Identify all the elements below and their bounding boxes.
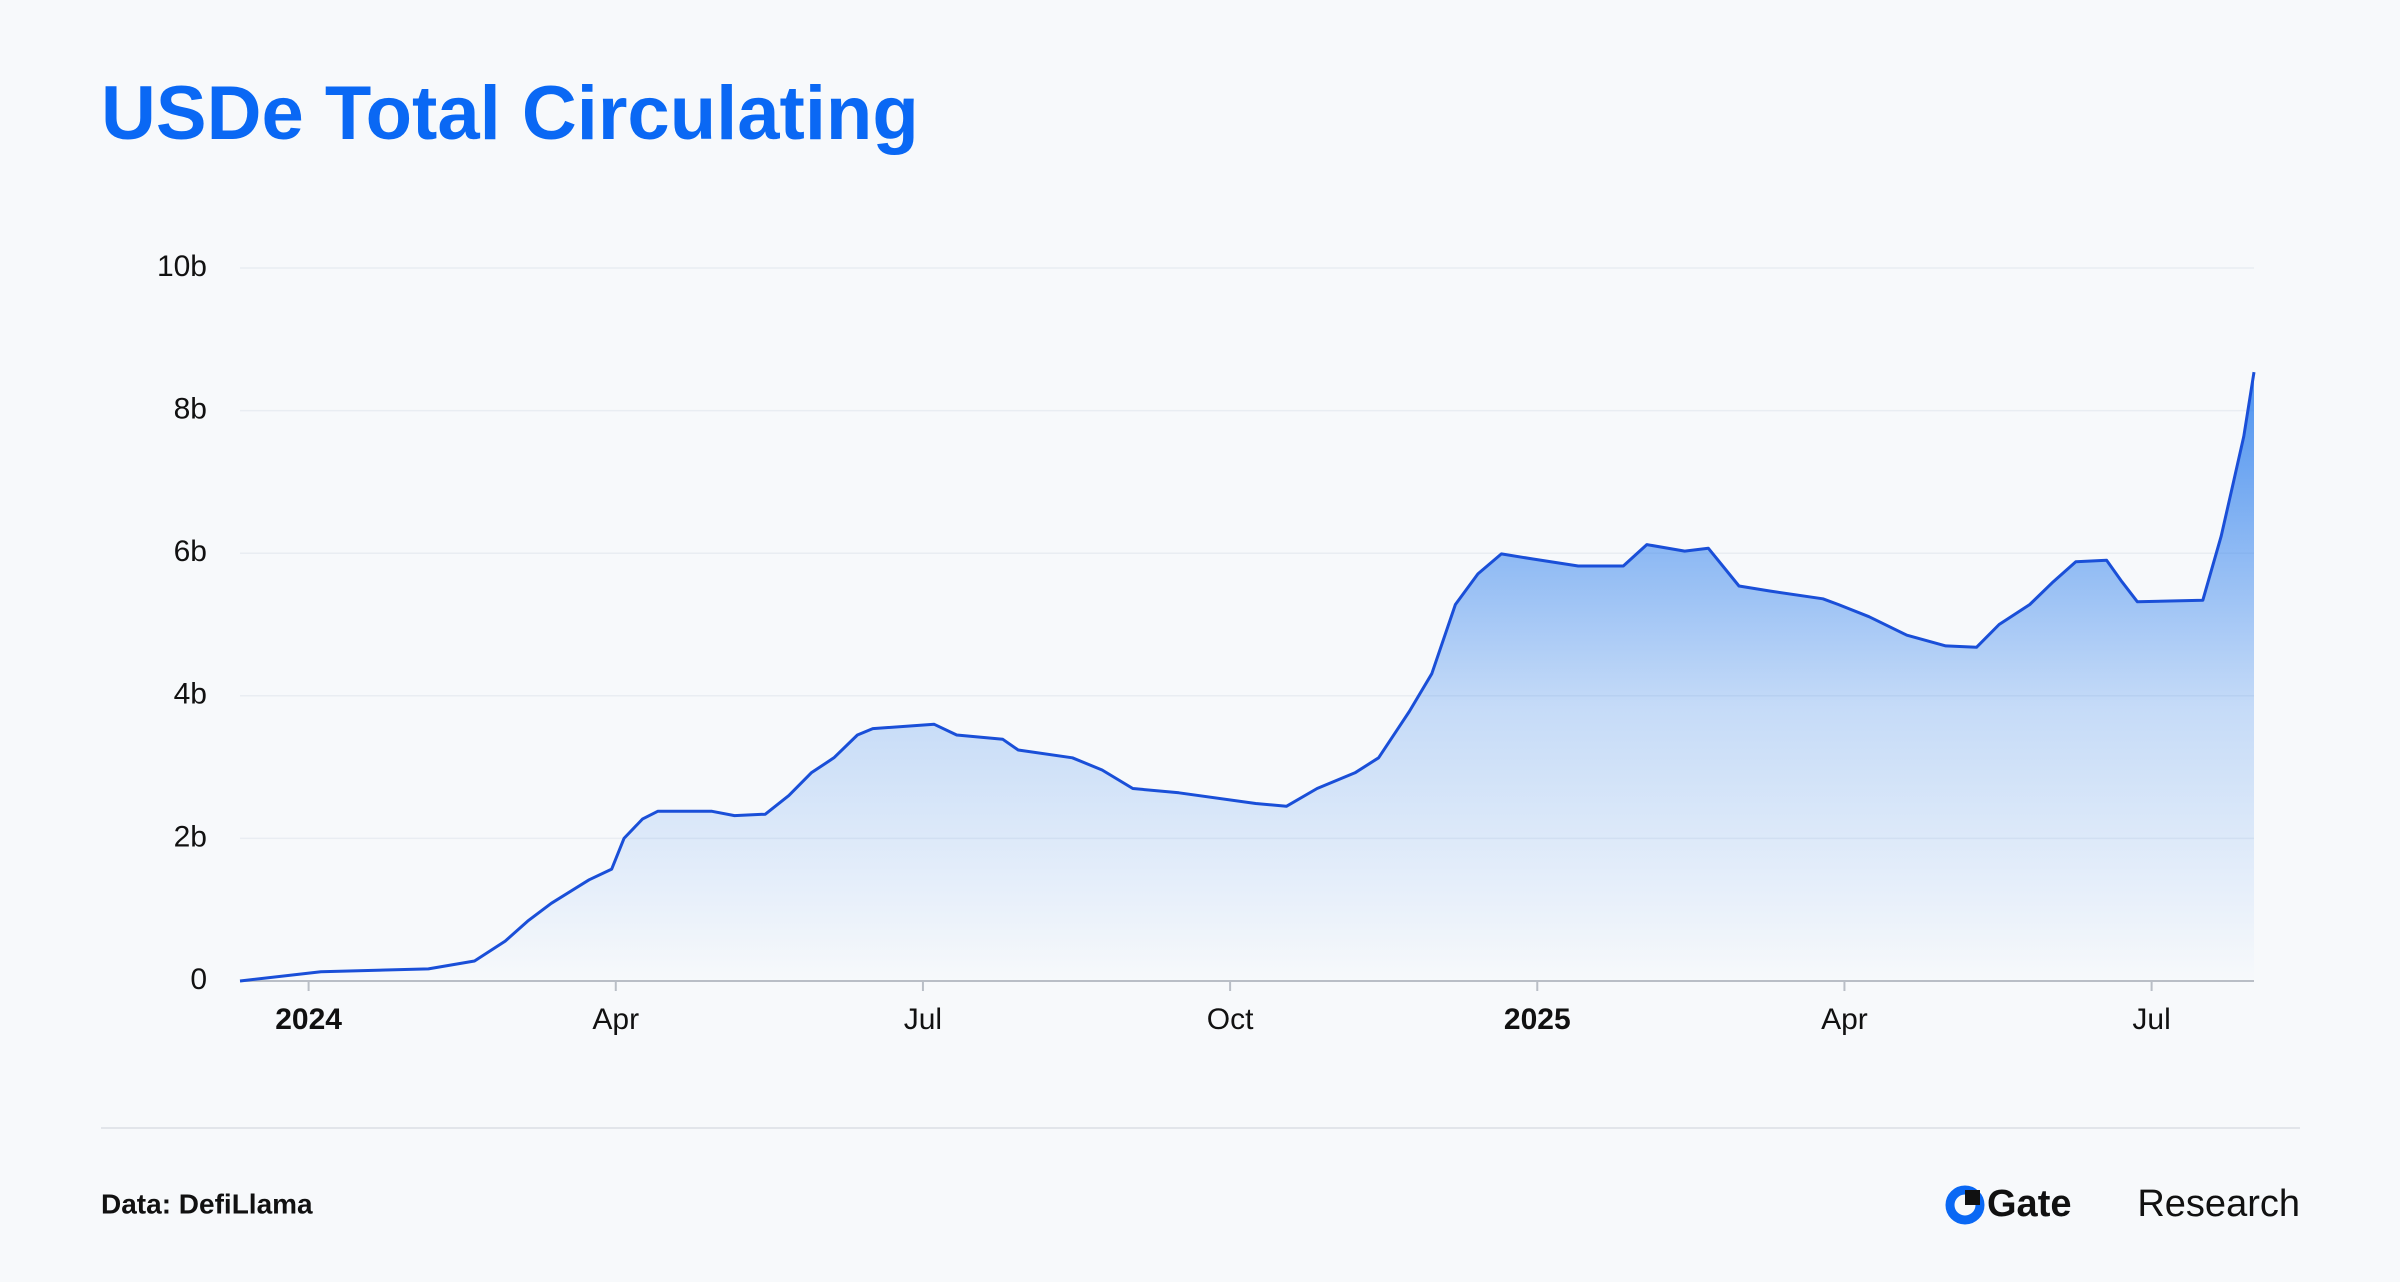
brand-suffix: Research bbox=[2137, 1183, 2300, 1225]
y-tick-label: 4b bbox=[174, 678, 207, 711]
area-fill bbox=[240, 372, 2254, 982]
x-tick-label: Apr bbox=[592, 1003, 639, 1036]
y-tick-label: 2b bbox=[174, 820, 207, 853]
x-tick-label: Jul bbox=[2132, 1003, 2170, 1036]
y-tick-label: 0 bbox=[190, 963, 207, 996]
y-tick-label: 8b bbox=[174, 393, 207, 426]
brand-logo bbox=[1945, 1185, 1985, 1225]
source-note: Data: DefiLlama bbox=[101, 1188, 313, 1219]
x-tick-label: Jul bbox=[904, 1003, 942, 1036]
x-tick-label: Oct bbox=[1207, 1003, 1254, 1036]
logo-square bbox=[1965, 1190, 1980, 1205]
series-line bbox=[239, 371, 2256, 983]
y-tick-label: 6b bbox=[174, 535, 207, 568]
brand-name: Gate bbox=[1987, 1183, 2071, 1225]
x-tick-label: 2024 bbox=[275, 1003, 342, 1036]
x-tick-label: Apr bbox=[1821, 1003, 1868, 1036]
y-tick-label: 10b bbox=[157, 250, 207, 283]
x-tick-label: 2025 bbox=[1504, 1003, 1571, 1036]
chart-title: USDe Total Circulating bbox=[101, 71, 919, 156]
